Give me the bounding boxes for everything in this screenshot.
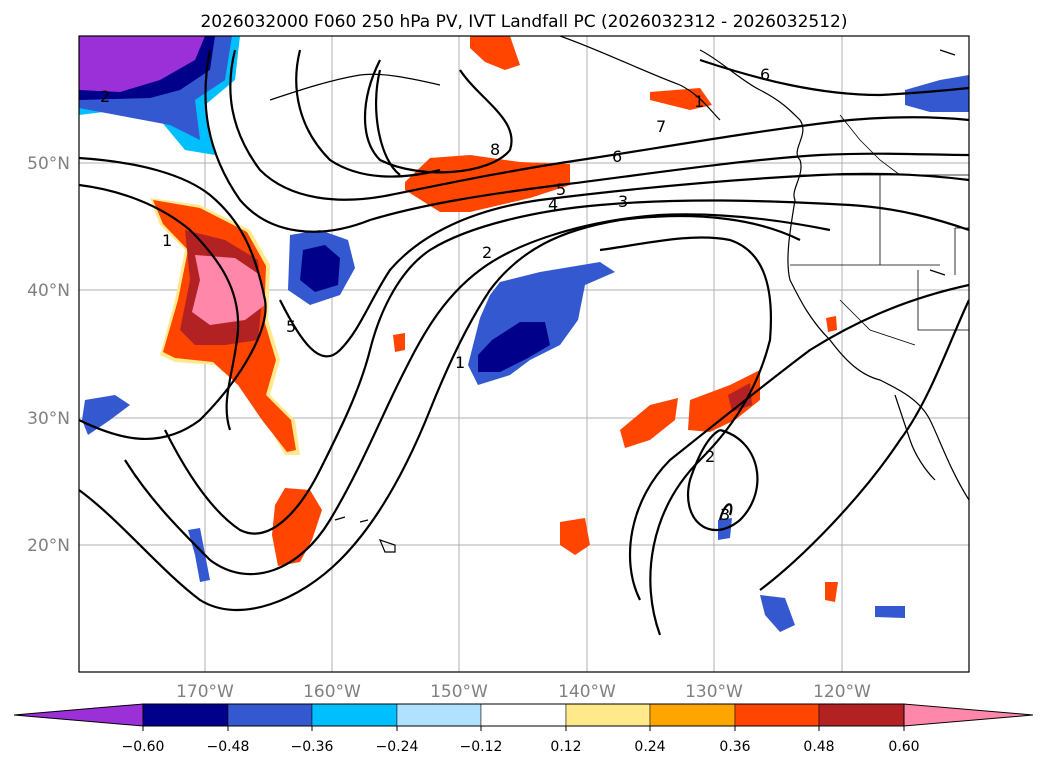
lon-tick-label: 130°W xyxy=(685,682,743,702)
colorbar-bin xyxy=(818,703,905,727)
colorbar-bin xyxy=(396,703,482,727)
colorbar-extend-low xyxy=(13,703,144,727)
contour-labels: 2 1 5 1 8 5 4 3 6 7 6 2 1 2 3 xyxy=(100,65,770,524)
contour-label: 2 xyxy=(100,87,110,106)
contour-label: 8 xyxy=(490,140,500,159)
lon-tick-label: 170°W xyxy=(176,682,234,702)
colorbar-tick-label: 0.12 xyxy=(550,739,581,755)
colorbar-bin xyxy=(227,703,313,727)
figure-title: 2026032000 F060 250 hPa PV, IVT Landfall… xyxy=(200,12,847,32)
contour-label: 1 xyxy=(694,92,704,111)
contour-label: 5 xyxy=(556,180,566,199)
colorbar-tick-label: 0.60 xyxy=(888,739,919,755)
lon-tick-labels: 170°W 160°W 150°W 140°W 130°W 120°W xyxy=(176,682,871,702)
lat-tick-label: 20°N xyxy=(27,536,70,556)
contour-label: 3 xyxy=(618,192,628,211)
contour-label: 6 xyxy=(612,147,622,166)
lon-tick-label: 140°W xyxy=(558,682,616,702)
contour-label: 4 xyxy=(548,195,558,214)
colorbar-bin xyxy=(649,703,736,727)
colorbar-tick-label: −0.48 xyxy=(207,739,250,755)
lon-tick-label: 150°W xyxy=(430,682,488,702)
lat-tick-label: 50°N xyxy=(27,154,70,174)
lon-tick-label: 120°W xyxy=(813,682,871,702)
colorbar: −0.60 −0.48 −0.36 −0.24 −0.12 0.12 0.24 … xyxy=(13,703,1034,755)
colorbar-tick-label: 0.36 xyxy=(719,739,750,755)
colorbar-bin xyxy=(311,703,398,727)
colorbar-tick-label: 0.48 xyxy=(803,739,834,755)
coastlines xyxy=(269,36,969,553)
contour-label: 7 xyxy=(656,117,666,136)
ivt-shading xyxy=(79,36,969,632)
contour-label: 1 xyxy=(455,353,465,372)
colorbar-tick-label: −0.24 xyxy=(376,739,419,755)
lat-tick-label: 40°N xyxy=(27,281,70,301)
colorbar-tick-label: −0.36 xyxy=(291,739,334,755)
colorbar-bin xyxy=(480,703,567,727)
lat-tick-label: 30°N xyxy=(27,409,70,429)
colorbar-bin xyxy=(565,703,651,727)
contour-label: 2 xyxy=(705,447,715,466)
pos-anomaly-south xyxy=(272,488,322,566)
lon-tick-label: 160°W xyxy=(303,682,361,702)
colorbar-tick-labels: −0.60 −0.48 −0.36 −0.24 −0.12 0.12 0.24 … xyxy=(122,739,920,755)
map-panel: 2 1 5 1 8 5 4 3 6 7 6 2 1 2 3 xyxy=(79,36,969,672)
lat-tick-labels: 50°N 40°N 30°N 20°N xyxy=(27,154,70,556)
pos-anomaly-east xyxy=(688,370,760,432)
contour-label: 1 xyxy=(162,231,172,250)
colorbar-extend-high xyxy=(903,703,1034,727)
colorbar-bin xyxy=(734,703,820,727)
colorbar-tick-label: −0.60 xyxy=(122,739,165,755)
map-frame xyxy=(78,35,970,673)
contour-label: 5 xyxy=(286,317,296,336)
pv-contours xyxy=(79,49,969,636)
colorbar-tick-label: −0.12 xyxy=(460,739,503,755)
contour-label: 2 xyxy=(482,243,492,262)
colorbar-tick-label: 0.24 xyxy=(634,739,665,755)
colorbar-bin xyxy=(142,703,229,727)
contour-label: 6 xyxy=(760,65,770,84)
contour-label: 3 xyxy=(720,505,730,524)
colorbar-ticks xyxy=(142,726,905,731)
